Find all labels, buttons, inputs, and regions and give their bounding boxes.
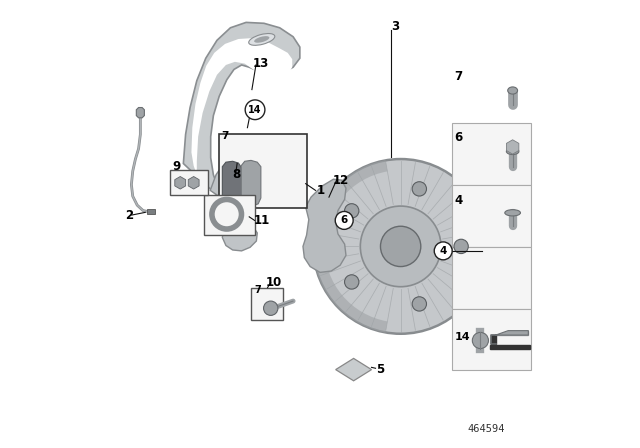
Bar — [251, 288, 283, 320]
Ellipse shape — [249, 34, 275, 45]
Circle shape — [360, 206, 441, 287]
Bar — [452, 309, 531, 370]
Circle shape — [218, 205, 236, 223]
Bar — [452, 123, 531, 185]
Text: 464594: 464594 — [467, 424, 504, 434]
Polygon shape — [495, 331, 529, 335]
Ellipse shape — [505, 210, 520, 216]
Text: 8: 8 — [232, 168, 241, 181]
Ellipse shape — [508, 87, 518, 94]
Polygon shape — [241, 160, 261, 206]
Circle shape — [454, 239, 468, 254]
Circle shape — [264, 301, 278, 315]
Text: 2: 2 — [125, 208, 133, 222]
Circle shape — [344, 204, 359, 218]
Circle shape — [231, 148, 249, 166]
Bar — [204, 195, 255, 235]
Polygon shape — [222, 161, 242, 204]
Text: 4: 4 — [454, 194, 463, 207]
Text: 3: 3 — [391, 20, 399, 34]
Polygon shape — [217, 178, 244, 202]
Bar — [452, 185, 531, 247]
Bar — [452, 247, 531, 309]
Ellipse shape — [254, 36, 269, 43]
Polygon shape — [136, 108, 145, 118]
Text: 7: 7 — [221, 131, 229, 141]
Circle shape — [412, 182, 426, 196]
Polygon shape — [303, 179, 346, 272]
Circle shape — [435, 242, 452, 260]
Text: 14: 14 — [248, 105, 262, 115]
Text: 6: 6 — [454, 131, 463, 145]
Text: 5: 5 — [376, 363, 385, 376]
Polygon shape — [490, 345, 530, 349]
Text: 14: 14 — [454, 332, 470, 342]
Text: 13: 13 — [253, 57, 269, 70]
Bar — [147, 209, 155, 214]
Text: 7: 7 — [254, 285, 261, 295]
Text: 11: 11 — [253, 214, 270, 227]
Circle shape — [344, 275, 359, 289]
Circle shape — [314, 159, 488, 334]
Circle shape — [245, 100, 265, 120]
Polygon shape — [184, 22, 300, 202]
Wedge shape — [314, 160, 387, 332]
Bar — [220, 134, 307, 208]
Polygon shape — [191, 38, 292, 175]
Polygon shape — [210, 158, 264, 251]
Text: 12: 12 — [333, 173, 349, 187]
Bar — [170, 170, 208, 195]
Circle shape — [380, 226, 421, 267]
Circle shape — [225, 183, 237, 195]
Text: 6: 6 — [340, 215, 348, 225]
Text: 4: 4 — [440, 246, 447, 256]
Text: 1: 1 — [317, 184, 325, 197]
Ellipse shape — [506, 148, 519, 155]
Text: 7: 7 — [454, 69, 463, 83]
Polygon shape — [491, 335, 495, 344]
Polygon shape — [335, 358, 371, 381]
Circle shape — [472, 332, 488, 349]
Circle shape — [412, 297, 426, 311]
Circle shape — [335, 211, 353, 229]
Text: 10: 10 — [266, 276, 282, 289]
Text: 9: 9 — [172, 160, 180, 173]
